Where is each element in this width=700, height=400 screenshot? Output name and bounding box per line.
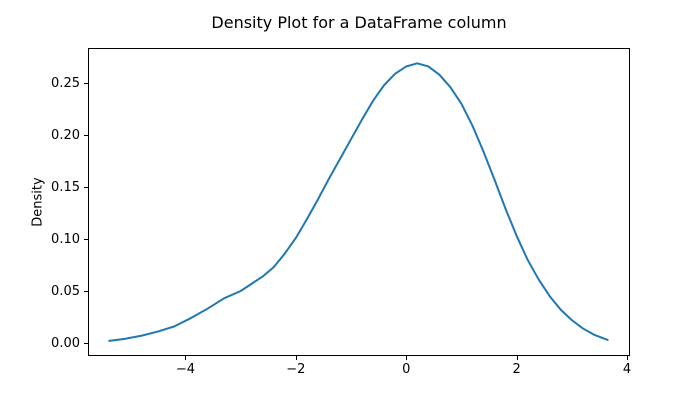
y-tick-mark — [84, 291, 88, 292]
chart-title: Density Plot for a DataFrame column — [211, 13, 507, 32]
y-tick-mark — [84, 343, 88, 344]
x-tick-label: 4 — [622, 362, 632, 377]
x-tick-label: −2 — [286, 362, 306, 377]
plot-area — [88, 48, 630, 356]
x-tick-mark — [627, 356, 629, 360]
y-tick-mark — [84, 239, 88, 241]
y-tick-mark — [84, 135, 88, 137]
x-tick-mark — [516, 356, 518, 360]
y-tick-label: 0.25 — [51, 76, 80, 92]
y-tick-mark — [84, 187, 88, 189]
x-tick-label: 2 — [512, 362, 521, 377]
x-tick-mark — [185, 356, 187, 360]
y-tick-label: 0.10 — [51, 232, 80, 248]
kde-density-line — [108, 62, 609, 342]
y-tick-label: 0.15 — [51, 180, 80, 196]
x-tick-mark — [295, 356, 297, 360]
x-tick-label: −4 — [175, 362, 195, 377]
x-tick-mark — [406, 356, 408, 360]
x-tick-label: 0 — [402, 362, 411, 377]
y-tick-mark — [84, 83, 88, 85]
y-tick-label: 0.00 — [51, 336, 80, 351]
y-tick-label: 0.20 — [51, 128, 80, 144]
y-tick-label: 0.05 — [51, 284, 80, 299]
